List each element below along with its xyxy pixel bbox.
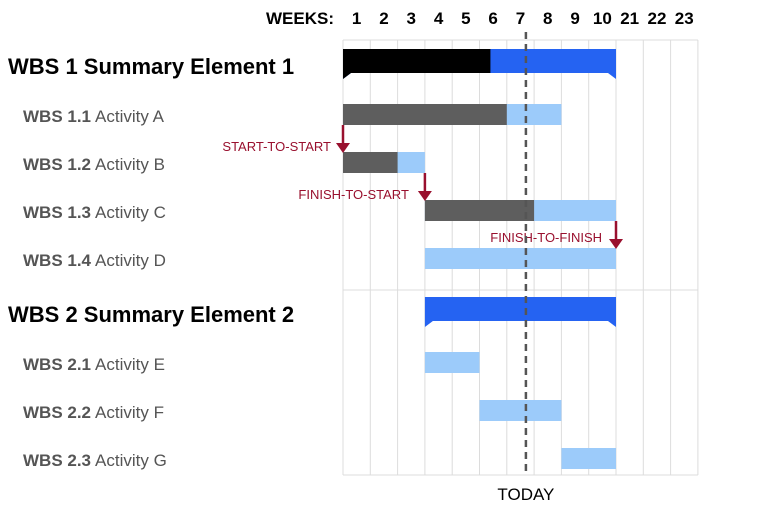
dependency-label: FINISH-TO-START — [298, 187, 409, 202]
week-tick-label: 9 — [570, 9, 579, 28]
activity-label: WBS 1.3 Activity C — [23, 203, 166, 222]
week-tick-label: 10 — [593, 9, 612, 28]
wbs-labels: WBS 1 Summary Element 1 WBS 1.1 Activity A… — [8, 54, 294, 470]
dependency-arrowhead — [609, 239, 623, 249]
activity-label: WBS 2.1 Activity E — [23, 355, 165, 374]
activity-name: Activity B — [95, 155, 165, 174]
activity-label: WBS 2.2 Activity F — [23, 403, 164, 422]
activity-code: WBS 1.2 — [23, 155, 91, 174]
activity-label: WBS 1.4 Activity D — [23, 251, 166, 270]
summary-label: WBS 1 Summary Element 1 — [8, 54, 294, 79]
summary-label: WBS 2 Summary Element 2 — [8, 302, 294, 327]
activity-name: Activity F — [95, 403, 164, 422]
week-tick-label: 7 — [516, 9, 525, 28]
activity-name: Activity A — [95, 107, 165, 126]
week-tick-label: 22 — [647, 9, 666, 28]
header: WEEKS: 1 2 3 4 5 6 7 8 9 10 21 22 23 — [266, 9, 694, 28]
activity-name: Activity G — [95, 451, 167, 470]
gantt-bars — [343, 49, 616, 469]
activity-label: WBS 2.3 Activity G — [23, 451, 167, 470]
activity-bar — [479, 400, 562, 421]
activity-code: WBS 1.1 — [23, 107, 91, 126]
activity-code: WBS 1.4 — [23, 251, 92, 270]
activity-label: WBS 1.2 Activity B — [23, 155, 165, 174]
activity-bar — [561, 448, 616, 469]
activity-code: WBS 2.3 — [23, 451, 91, 470]
activity-bar — [424, 248, 616, 269]
activity-name: Activity E — [95, 355, 165, 374]
week-tick-label: 8 — [543, 9, 552, 28]
week-tick-label: 3 — [407, 9, 416, 28]
activity-code: WBS 2.2 — [23, 403, 91, 422]
activity-progress-bar — [424, 200, 535, 221]
dependency-arrowhead — [417, 191, 432, 201]
week-tick-label: 21 — [620, 9, 639, 28]
summary-progress-bar — [343, 49, 491, 79]
today-label: TODAY — [497, 485, 554, 504]
activity-bar — [424, 352, 480, 373]
week-tick-label: 4 — [434, 9, 444, 28]
week-tick-label: 5 — [461, 9, 470, 28]
week-tick-label: 2 — [379, 9, 388, 28]
dependency-label: FINISH-TO-FINISH — [490, 230, 602, 245]
dependency-label: START-TO-START — [222, 139, 331, 154]
activity-label: WBS 1.1 Activity A — [23, 107, 165, 126]
activity-progress-bar — [343, 152, 398, 173]
activity-name: Activity D — [95, 251, 166, 270]
weeks-label: WEEKS: — [266, 9, 334, 28]
dependency-arrows: START-TO-START FINISH-TO-START FINISH-TO-F… — [222, 125, 623, 249]
activity-progress-bar — [343, 104, 507, 125]
week-tick-label: 1 — [352, 9, 361, 28]
activity-name: Activity C — [95, 203, 166, 222]
week-tick-label: 23 — [675, 9, 694, 28]
summary-bar — [424, 297, 616, 327]
dependency-arrowhead — [336, 143, 350, 153]
week-ticks: 1 2 3 4 5 6 7 8 9 10 21 22 23 — [352, 9, 694, 28]
today-marker: TODAY — [497, 32, 554, 504]
week-tick-label: 6 — [488, 9, 497, 28]
activity-code: WBS 2.1 — [23, 355, 91, 374]
activity-code: WBS 1.3 — [23, 203, 91, 222]
